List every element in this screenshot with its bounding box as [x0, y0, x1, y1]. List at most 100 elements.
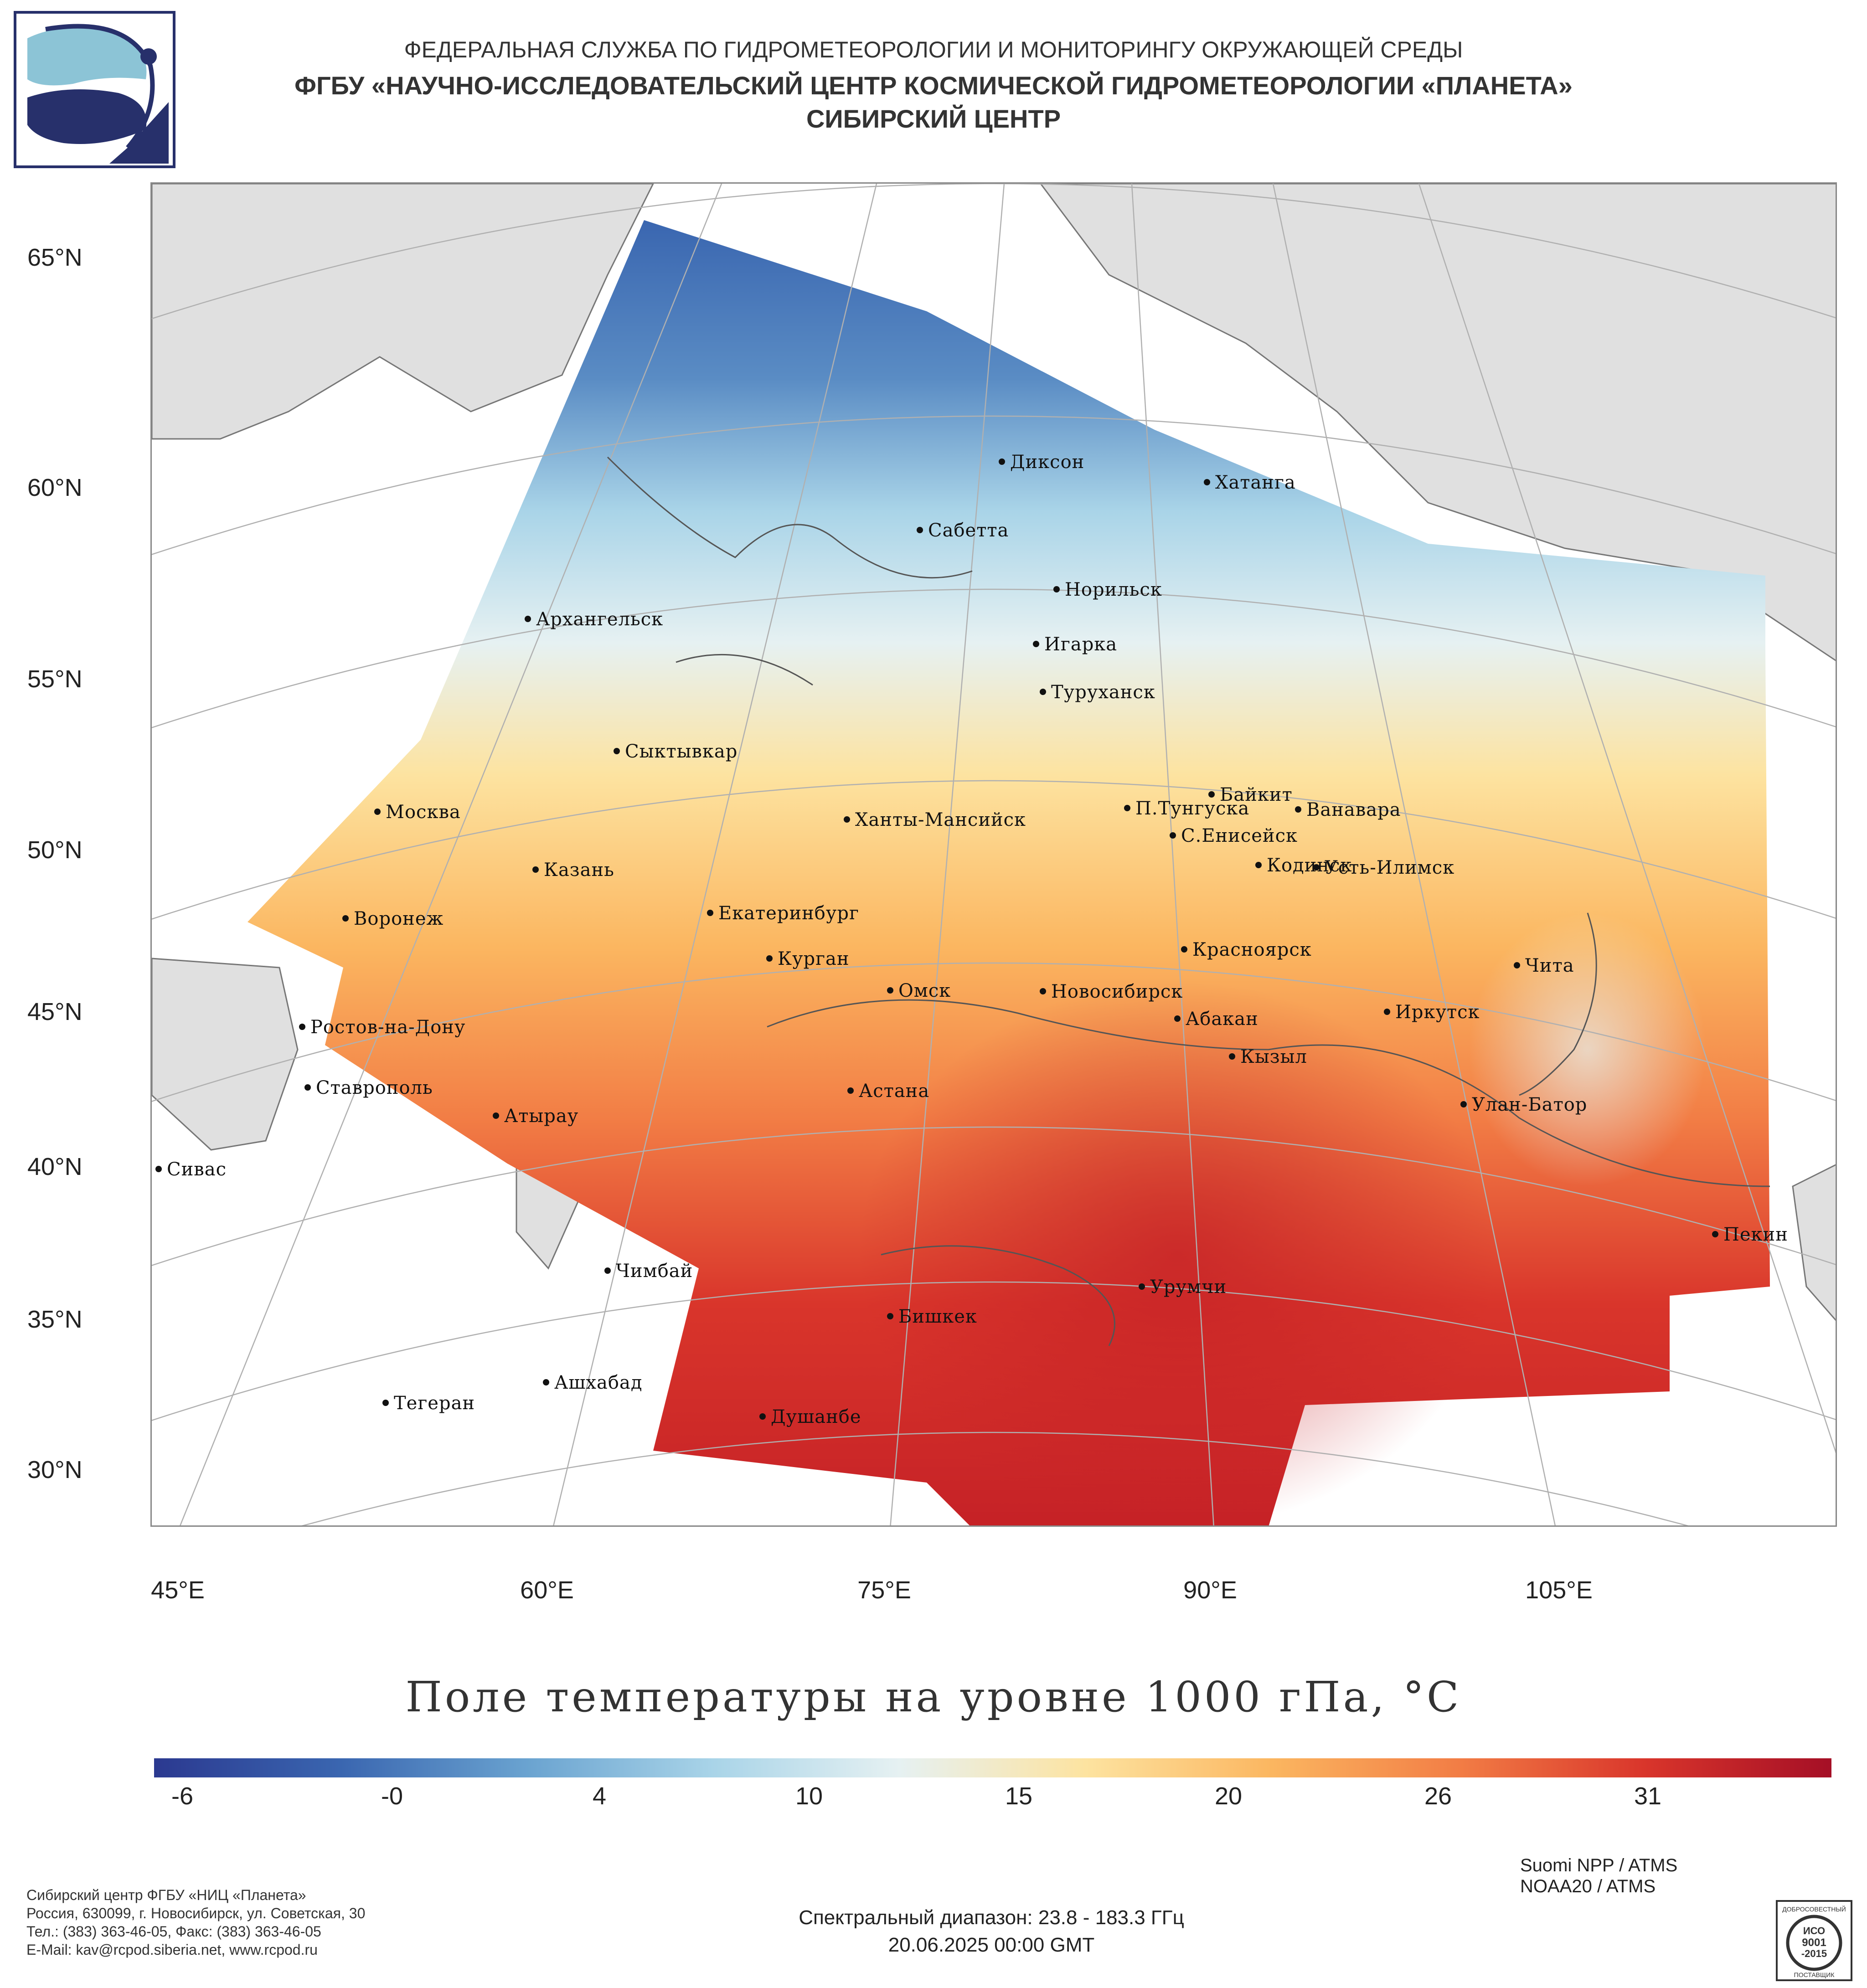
city-dot	[1053, 586, 1060, 592]
city-dot	[844, 816, 850, 823]
lat-label-35: 35°N	[27, 1306, 83, 1333]
city-label: Тегеран	[394, 1393, 475, 1414]
city-markers: Диксон Хатанга Сабетта Норильск Архангельск И…	[155, 452, 1788, 1427]
instrument: NOAA20 / ATMS	[1520, 1876, 1656, 1896]
header-center: СИБИРСКИЙ ЦЕНТР	[806, 104, 1061, 133]
observation-datetime: 20.06.2025 00:00 GMT	[888, 1934, 1095, 1956]
city-label: Норильск	[1065, 579, 1162, 600]
instrument-list: Suomi NPP / ATMS NOAA20 / ATMS	[1520, 1855, 1677, 1897]
city-dot	[1181, 946, 1187, 953]
city-dot	[1460, 1101, 1467, 1107]
city-label: Новосибирск	[1051, 981, 1183, 1002]
city-label: Диксон	[1010, 452, 1084, 473]
city-label: Туруханск	[1051, 682, 1155, 703]
colorbar-label: -0	[381, 1782, 403, 1810]
city-dot	[1174, 1015, 1181, 1022]
lon-label-45: 45°E	[151, 1576, 205, 1604]
city-label: Чимбай	[616, 1261, 693, 1282]
city-dot	[887, 987, 893, 994]
colorbar-label: 31	[1634, 1782, 1662, 1810]
lat-label-45: 45°N	[27, 998, 83, 1025]
city-dot	[917, 527, 923, 533]
colorbar-label: -6	[171, 1782, 194, 1810]
city-dot	[493, 1112, 499, 1119]
org-info: Сибирский центр ФГБУ «НИЦ «Планета» Росс…	[26, 1886, 365, 1959]
city-dot	[342, 915, 349, 922]
city-dot	[604, 1267, 611, 1274]
iso-badge-mid2: 9001	[1802, 1936, 1826, 1949]
lat-label-65: 65°N	[27, 244, 83, 271]
city-label: П.Тунгуска	[1135, 798, 1249, 819]
lat-label-55: 55°N	[27, 665, 83, 693]
city-label: Ханты-Мансийск	[855, 809, 1026, 830]
city-dot	[525, 616, 531, 622]
city-label: Красноярск	[1192, 939, 1312, 960]
city-dot	[1712, 1231, 1718, 1237]
lon-label-75: 75°E	[857, 1576, 911, 1604]
city-label: Бишкек	[898, 1306, 977, 1327]
city-label: С.Енисейск	[1181, 825, 1298, 846]
city-label: Кызыл	[1240, 1046, 1307, 1067]
city-label: Сыктывкар	[625, 741, 738, 762]
city-dot	[1313, 864, 1320, 870]
iso-badge-bottom: ПОСТАВЩИК	[1794, 1971, 1835, 1978]
iso-badge-mid3: -2015	[1801, 1948, 1827, 1959]
lon-label-60: 60°E	[520, 1576, 574, 1604]
colorbar-label: 4	[592, 1782, 607, 1810]
city-dot	[707, 910, 713, 916]
city-dot	[543, 1379, 549, 1385]
city-dot	[1040, 689, 1046, 695]
borders	[607, 456, 1770, 1346]
city-dot	[887, 1313, 893, 1319]
city-label: Курган	[778, 948, 850, 969]
city-dot	[382, 1400, 389, 1406]
lat-label-40: 40°N	[27, 1153, 83, 1180]
colorbar	[154, 1758, 1831, 1777]
city-dot	[1208, 791, 1215, 798]
city-dot	[766, 955, 773, 962]
iso-badge-top: ДОБРОСОВЕСТНЫЙ	[1782, 1905, 1846, 1913]
city-label: Иркутск	[1395, 1002, 1480, 1023]
city-dot	[1384, 1009, 1390, 1015]
city-dot	[759, 1413, 766, 1420]
city-dot	[1514, 962, 1520, 968]
city-label: Урумчи	[1150, 1277, 1227, 1298]
iso-badge-mid1: ИСО	[1803, 1925, 1825, 1936]
city-label: Чита	[1525, 955, 1574, 976]
colorbar-label: 26	[1424, 1782, 1452, 1810]
lon-label-90: 90°E	[1183, 1576, 1237, 1604]
city-label: Ашхабад	[554, 1372, 642, 1393]
city-dot	[1204, 479, 1210, 485]
map-canvas: Диксон Хатанга Сабетта Норильск Архангельск И…	[152, 184, 1836, 1525]
org-line: Сибирский центр ФГБУ «НИЦ «Планета»	[26, 1887, 306, 1903]
city-label: Архангельск	[536, 609, 663, 630]
city-dot	[1295, 806, 1301, 813]
city-label: Улан-Батор	[1472, 1094, 1587, 1115]
city-dot	[304, 1084, 311, 1091]
city-dot	[532, 866, 539, 873]
city-dot	[1229, 1053, 1235, 1060]
city-label: Сивас	[167, 1159, 227, 1180]
org-line: Россия, 630099, г. Новосибирск, ул. Сове…	[26, 1905, 366, 1921]
city-dot	[374, 809, 381, 815]
colorbar-label: 15	[1005, 1782, 1033, 1810]
city-label: Воронеж	[354, 908, 444, 929]
header-institute: ФГБУ «НАУЧНО-ИССЛЕДОВАТЕЛЬСКИЙ ЦЕНТР КОС…	[294, 71, 1573, 100]
city-dot	[614, 748, 620, 754]
city-dot	[1255, 862, 1262, 868]
instrument: Suomi NPP / ATMS	[1520, 1855, 1678, 1875]
city-dot	[1033, 641, 1039, 647]
city-label: Абакан	[1186, 1009, 1258, 1030]
city-label: Сабетта	[928, 520, 1009, 541]
iso-badge: ДОБРОСОВЕСТНЫЙ ИСО 9001 -2015 ПОСТАВЩИК	[1776, 1900, 1852, 1981]
lat-label-60: 60°N	[27, 474, 83, 501]
city-label: Ставрополь	[316, 1077, 433, 1098]
city-label: Казань	[544, 860, 614, 881]
org-line: E-Mail: kav@rcpod.siberia.net, www.rcpod…	[26, 1942, 318, 1958]
city-dot	[1170, 832, 1176, 839]
colorbar-label: 10	[795, 1782, 823, 1810]
city-dot	[155, 1166, 162, 1172]
graticule	[152, 184, 1836, 1525]
city-dot	[847, 1087, 854, 1094]
city-label: Омск	[898, 980, 951, 1001]
